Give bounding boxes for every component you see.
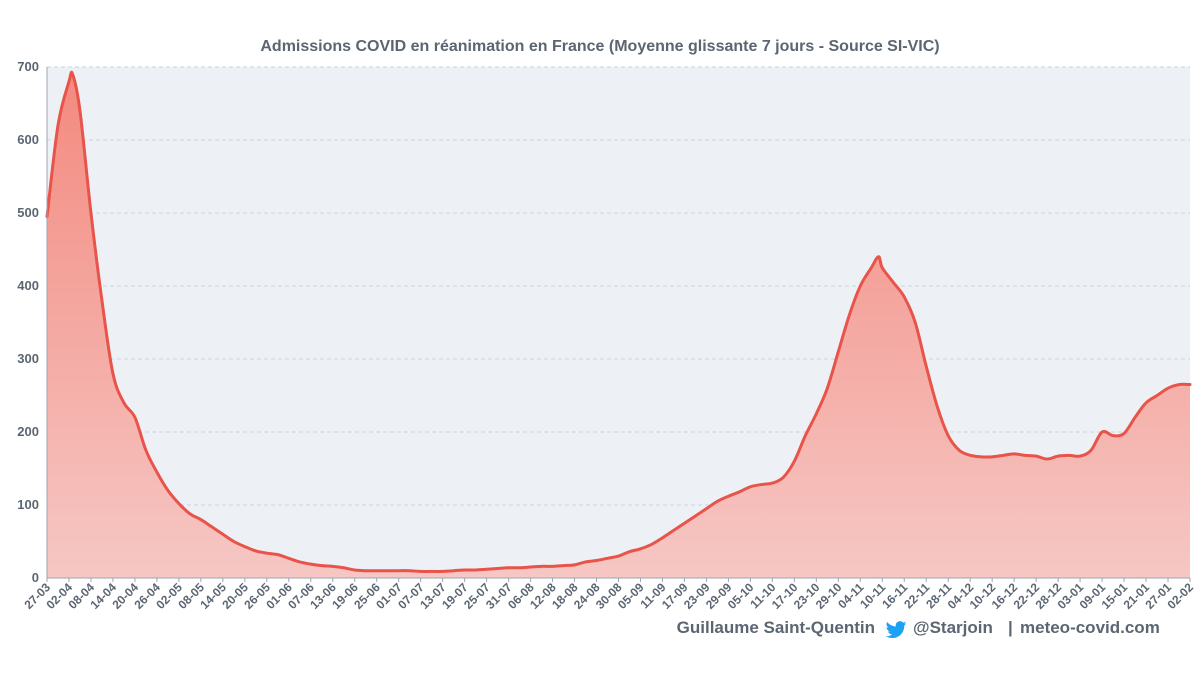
- gridlines: [47, 66, 1190, 506]
- footer-twitter-handle[interactable]: @Starjoin: [913, 618, 993, 637]
- y-tick-label: 300: [17, 351, 39, 366]
- x-axis-ticks: 27-0302-0408-0414-0420-0426-0402-0508-05…: [22, 578, 1197, 612]
- y-tick-label: 200: [17, 424, 39, 439]
- y-tick-label: 500: [17, 205, 39, 220]
- y-tick-label: 600: [17, 132, 39, 147]
- chart-title: Admissions COVID en réanimation en Franc…: [260, 38, 939, 55]
- y-tick-label: 700: [17, 59, 39, 74]
- footer-separator: |: [1008, 618, 1013, 637]
- series-line: [45, 70, 1192, 573]
- footer-site[interactable]: meteo-covid.com: [1020, 618, 1160, 637]
- y-axis-ticks: 0 100 200 300 400 500 600 700: [17, 59, 39, 585]
- footer-author: Guillaume Saint-Quentin: [677, 618, 875, 637]
- twitter-bird-icon: [885, 621, 907, 639]
- y-tick-label: 100: [17, 497, 39, 512]
- series-group: [45, 70, 1192, 578]
- footer: Guillaume Saint-Quentin @Starjoin | mete…: [677, 618, 1160, 639]
- y-tick-label: 400: [17, 278, 39, 293]
- series-area: [47, 72, 1190, 578]
- y-tick-label: 0: [32, 570, 39, 585]
- x-tick-label: 02-02: [1165, 580, 1197, 612]
